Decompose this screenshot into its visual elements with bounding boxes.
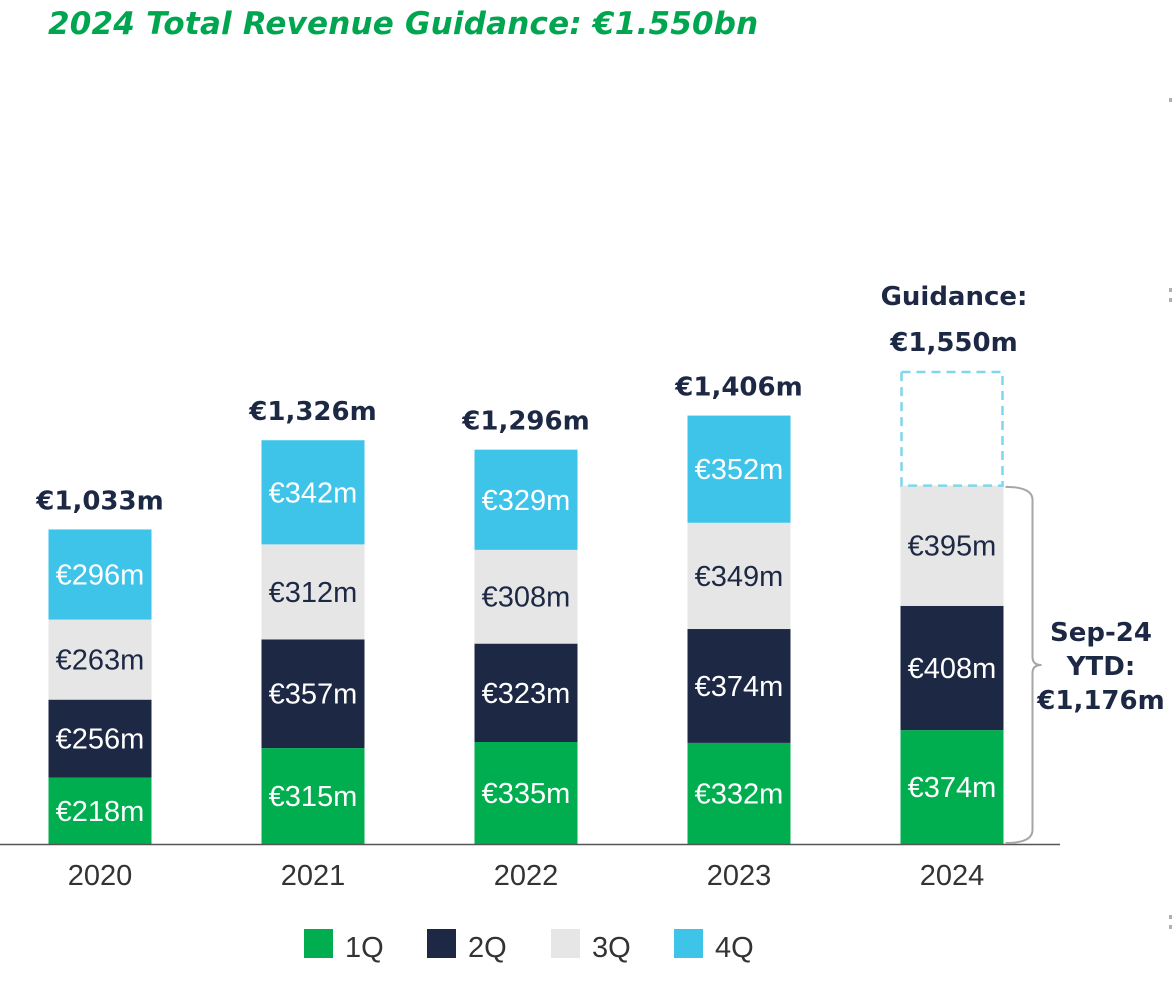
page-title: 2024 Total Revenue Guidance: €1.550bn xyxy=(48,6,759,42)
bar-segment-2021-q1 xyxy=(261,748,365,844)
bar-total-label: €1,033m xyxy=(35,486,163,516)
segment-value-label: €315m xyxy=(269,781,358,813)
legend-swatch-q4 xyxy=(674,929,703,958)
bar-segment-2021-q3 xyxy=(261,544,365,640)
legend-swatch-q3 xyxy=(551,929,580,958)
segment-value-label: €263m xyxy=(56,645,145,677)
legend-swatch-q1 xyxy=(304,929,333,958)
guidance-label: Guidance: xyxy=(881,282,1028,312)
legend-label: 1Q xyxy=(345,932,384,964)
segment-value-label: €374m xyxy=(695,671,784,703)
bar-total-label: €1,296m xyxy=(461,407,589,437)
segment-value-label: €352m xyxy=(695,454,784,486)
segment-value-label: €374m xyxy=(908,772,997,804)
segment-value-label: €408m xyxy=(908,653,997,685)
legend-swatch-q2 xyxy=(427,929,456,958)
segment-value-label: €329m xyxy=(482,485,571,517)
x-axis-tick-label: 2020 xyxy=(68,860,133,892)
segment-value-label: €342m xyxy=(269,477,358,509)
bar-segment-2022-q3 xyxy=(474,549,578,644)
page-edge-tick xyxy=(1169,298,1172,302)
bar-total-label: €1,406m xyxy=(674,373,802,403)
segment-value-label: €357m xyxy=(269,679,358,711)
segment-value-label: €335m xyxy=(482,778,571,810)
ytd-bracket xyxy=(1005,485,1042,844)
ytd-caption-label: YTD: xyxy=(1066,652,1136,682)
segment-value-label: €308m xyxy=(482,582,571,614)
page-edge-tick xyxy=(1169,288,1172,292)
segment-value-label: €323m xyxy=(482,678,571,710)
bar-segment-2023-q4 xyxy=(687,415,791,523)
x-axis-tick-label: 2021 xyxy=(281,860,346,892)
ytd-value-label: €1,176m xyxy=(1036,686,1164,716)
bar-segment-2020-q3 xyxy=(48,619,152,700)
guidance-remaining-outline xyxy=(900,370,1004,487)
bar-segment-2022-q1 xyxy=(474,741,578,844)
legend-label: 4Q xyxy=(715,932,754,964)
page-edge-tick xyxy=(1169,915,1172,919)
bar-total-label: €1,326m xyxy=(248,397,376,427)
bar-segment-2021-q4 xyxy=(261,440,365,545)
bar-segment-2024-q1 xyxy=(900,730,1004,844)
segment-value-label: €296m xyxy=(56,560,145,592)
bar-segment-2020-q2 xyxy=(48,699,152,778)
bar-segment-2022-q2 xyxy=(474,643,578,742)
ytd-period-label: Sep-24 xyxy=(1050,618,1152,648)
guidance-value-label: €1,550m xyxy=(889,328,1017,358)
segment-value-label: €349m xyxy=(695,561,784,593)
bar-segment-2022-q4 xyxy=(474,449,578,550)
legend-label: 3Q xyxy=(592,932,631,964)
bar-segment-2020-q4 xyxy=(48,529,152,620)
page-edge-tick xyxy=(1169,925,1172,929)
x-axis-tick-label: 2022 xyxy=(494,860,559,892)
x-axis-tick-label: 2024 xyxy=(920,860,985,892)
bar-segment-2024-q2 xyxy=(900,605,1004,731)
bar-segment-2023-q1 xyxy=(687,742,791,844)
segment-value-label: €256m xyxy=(56,724,145,756)
segment-value-label: €332m xyxy=(695,778,784,810)
legend-label: 2Q xyxy=(468,932,507,964)
page-edge-tick xyxy=(1169,98,1172,102)
x-axis-tick-label: 2023 xyxy=(707,860,772,892)
bar-segment-2023-q2 xyxy=(687,629,791,743)
segment-value-label: €395m xyxy=(908,531,997,563)
segment-value-label: €312m xyxy=(269,577,358,609)
bar-segment-2023-q3 xyxy=(687,522,791,630)
segment-value-label: €218m xyxy=(56,796,145,828)
bar-segment-2024-q3 xyxy=(900,485,1004,606)
bar-segment-2020-q1 xyxy=(48,777,152,844)
bar-segment-2021-q2 xyxy=(261,639,365,749)
